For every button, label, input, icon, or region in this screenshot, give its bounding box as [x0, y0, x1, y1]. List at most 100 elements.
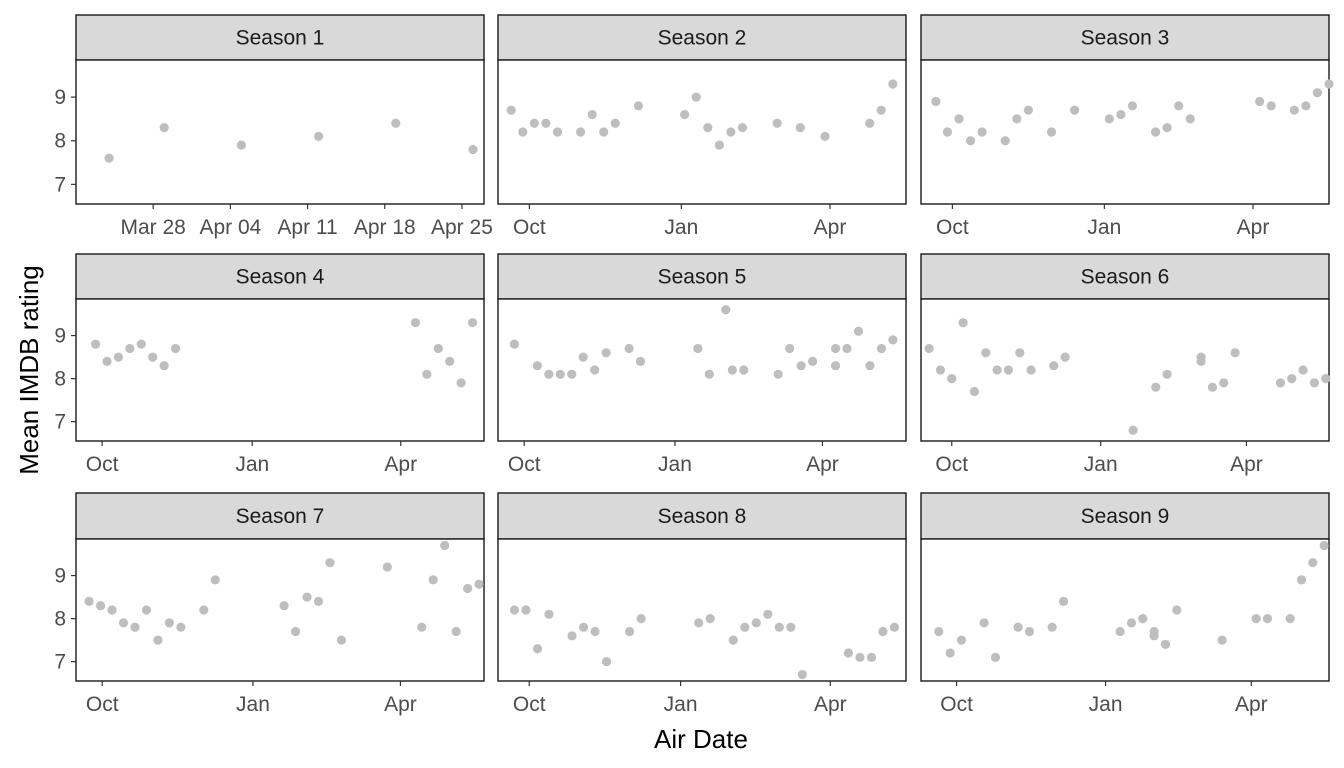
- data-point: [876, 343, 887, 354]
- data-point: [889, 622, 900, 632]
- data-point: [751, 618, 761, 628]
- data-point: [1219, 378, 1229, 388]
- y-axis-title: Mean IMDB rating: [14, 265, 44, 475]
- data-point: [1289, 105, 1299, 115]
- x-tick-label: Apr: [1235, 693, 1268, 716]
- data-point: [820, 131, 830, 141]
- data-point: [1319, 540, 1329, 551]
- panel-border: [920, 59, 1330, 205]
- panel-border: [920, 538, 1330, 682]
- data-point: [786, 622, 796, 632]
- data-point: [1127, 101, 1138, 111]
- y-tick-label: 7: [54, 411, 66, 434]
- data-point: [1160, 639, 1171, 650]
- data-point: [391, 118, 401, 128]
- facet-panel: Season 5 Oct Jan Apr: [497, 253, 907, 476]
- data-point: [990, 652, 1001, 662]
- data-point: [575, 127, 586, 137]
- data-point: [721, 305, 731, 315]
- facet-panels: Season 1 7 8 9 Mar 28 Apr 04 Apr 11 Apr 18 Apr 2…: [54, 14, 1334, 716]
- x-tick-label: Jan: [1087, 216, 1121, 239]
- data-point: [636, 614, 646, 624]
- data-point: [236, 140, 247, 150]
- y-tick-label: 7: [54, 651, 66, 674]
- x-tick-label: Jan: [664, 216, 698, 239]
- x-tick-label: Apr: [1230, 453, 1263, 476]
- data-point: [954, 114, 964, 124]
- data-point: [104, 153, 114, 163]
- data-point: [136, 339, 146, 349]
- data-point: [474, 579, 484, 589]
- facet-panel: Season 4 7 8 9 Oct Jan Apr: [54, 253, 485, 476]
- panel-border: [497, 298, 907, 442]
- x-tick-label: Jan: [235, 453, 269, 476]
- data-point: [1312, 88, 1323, 98]
- data-point: [763, 609, 773, 619]
- x-tick-label: Oct: [508, 453, 541, 476]
- data-point: [290, 626, 301, 637]
- data-point: [1308, 558, 1318, 568]
- facet-panel: Season 7 7 8 9 Oct Jan Apr: [54, 492, 485, 716]
- data-point: [578, 622, 589, 632]
- y-tick-label: 9: [54, 565, 66, 588]
- x-tick-label: Apr 04: [199, 216, 261, 239]
- x-tick-label: Oct: [935, 453, 968, 476]
- data-point: [785, 343, 795, 354]
- facet-strip: [920, 492, 1330, 540]
- data-point: [102, 356, 112, 366]
- data-point: [1023, 105, 1033, 115]
- data-point: [947, 374, 957, 384]
- x-tick-label: Mar 28: [121, 216, 186, 239]
- panel-border: [75, 59, 485, 205]
- facet-title: Season 3: [1081, 27, 1170, 50]
- x-tick-label: Apr 18: [354, 216, 416, 239]
- data-point: [578, 352, 588, 362]
- data-point: [590, 365, 600, 375]
- x-tick-label: Oct: [513, 693, 546, 716]
- data-point: [468, 144, 478, 155]
- data-point: [866, 652, 877, 662]
- data-point: [705, 614, 715, 624]
- data-point: [865, 361, 875, 371]
- data-point: [714, 140, 724, 150]
- data-point: [1049, 361, 1059, 371]
- facet-strip: [920, 253, 1330, 300]
- facet-title: Season 4: [236, 266, 325, 289]
- data-point: [518, 127, 528, 137]
- data-point: [958, 318, 968, 328]
- data-point: [1162, 123, 1172, 133]
- data-point: [1324, 79, 1334, 89]
- data-point: [552, 127, 563, 137]
- data-point: [509, 605, 520, 615]
- data-point: [942, 127, 953, 137]
- data-point: [633, 101, 644, 111]
- data-point: [1255, 96, 1265, 107]
- data-point: [95, 601, 106, 611]
- data-point: [704, 369, 714, 379]
- data-point: [148, 352, 158, 362]
- facet-strip: [75, 14, 485, 61]
- x-axis-title: Air Date: [654, 724, 748, 754]
- data-point: [625, 626, 635, 637]
- panel-border: [497, 59, 907, 205]
- x-tick-label: Jan: [664, 693, 698, 716]
- data-point: [467, 318, 478, 328]
- facet-strip: [497, 492, 907, 540]
- data-point: [587, 109, 597, 120]
- facet-strip: [75, 253, 485, 300]
- data-point: [1151, 382, 1161, 392]
- data-point: [797, 669, 807, 680]
- x-tick-label: Oct: [936, 216, 969, 239]
- data-point: [1266, 101, 1276, 111]
- data-point: [521, 605, 531, 615]
- data-point: [945, 648, 955, 658]
- facet-panel: Season 2 Oct Jan Apr: [497, 14, 907, 239]
- y-tick-label: 8: [54, 368, 66, 391]
- data-point: [728, 635, 738, 645]
- panel-border: [75, 538, 485, 682]
- data-point: [544, 609, 554, 619]
- data-point: [313, 596, 324, 606]
- data-point: [1230, 348, 1240, 358]
- facet-panel: Season 6 Oct Jan Apr: [920, 253, 1331, 476]
